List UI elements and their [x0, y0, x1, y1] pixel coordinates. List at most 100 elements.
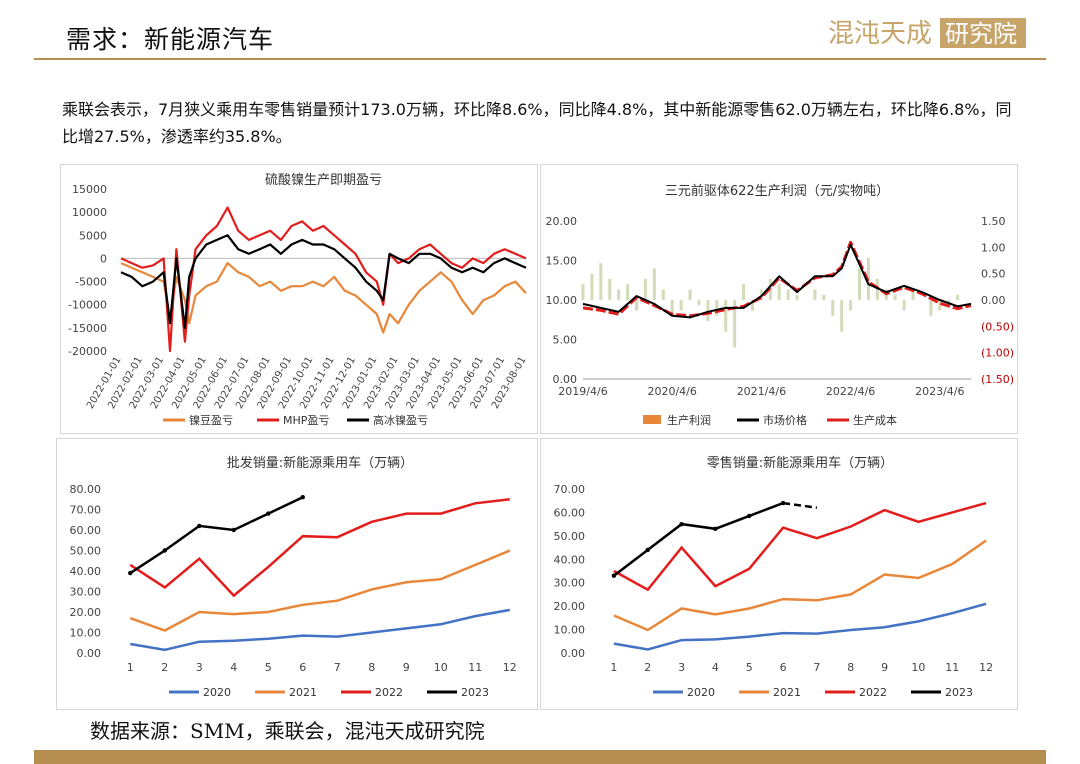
- x-tick-label: 1: [610, 661, 617, 674]
- series-line-3: [613, 501, 784, 577]
- retail-nev-chart: 零售销量:新能源乘用车（万辆） 70.00 6 0.00 50.00 40.00 30.00…: [554, 455, 994, 699]
- profit-bar: [697, 300, 701, 306]
- intro-paragraph: 乘联会表示，7月狭义乘用车零售销量预计173.0万辆，环比降8.6%，同比降4.…: [62, 100, 1012, 146]
- profit-bar: [715, 300, 719, 316]
- x-tick-label: 2022/4/6: [826, 385, 875, 398]
- legend-swatch-0: [643, 415, 661, 424]
- y-tick-label: 0.00: [553, 373, 578, 386]
- profit-bar: [822, 294, 826, 300]
- y-tick-label: 40.00: [70, 565, 102, 578]
- y-tick-label: 5.00: [553, 334, 578, 347]
- x-tick-label: 5: [746, 661, 753, 674]
- legend-label: MHP盈亏: [283, 414, 329, 427]
- y-tick-label: 50.00: [70, 545, 102, 558]
- legend-label: 高冰镍盈亏: [373, 413, 428, 427]
- data-point: [162, 548, 167, 553]
- y-tick-label: 0: [100, 252, 107, 265]
- data-point: [611, 573, 617, 578]
- y2-tick-label: (1.50): [981, 373, 1014, 386]
- nickel-sulfate-chart-panel: 硫酸镍生产即期盈亏 15000 10000 5000 0 -5000 -10000 -1500…: [60, 164, 538, 434]
- legend-label: 2021: [773, 686, 801, 699]
- profit-bar: [670, 300, 674, 316]
- profit-bar: [849, 300, 853, 311]
- y-tick-label: 10.00: [70, 627, 102, 640]
- x-tick-label: 6: [780, 661, 787, 674]
- profit-bar: [786, 289, 790, 300]
- profit-bar: [679, 300, 683, 311]
- x-tick-label: 5: [265, 661, 272, 674]
- profit-bar: [929, 300, 933, 316]
- x-tick-label: 9: [403, 661, 410, 674]
- svg-text:混沌天成: 混沌天成: [828, 19, 932, 49]
- data-point: [128, 570, 133, 576]
- y2-tick-label: 0.00: [981, 294, 1006, 307]
- y-tick-label: 10.00: [554, 624, 586, 637]
- y-tick-label: 70.00: [70, 504, 102, 517]
- y-tick-label: 60.00: [70, 524, 102, 537]
- y-tick-label: -5000: [75, 276, 107, 289]
- footer-bar: [34, 750, 1046, 764]
- profit-bar: [733, 300, 737, 348]
- wholesale-nev-chart-panel: 批发销量:新能源乘用车（万辆） 80.00 70.00 60.00 50.00 40.00…: [56, 438, 538, 710]
- series-line-2: [129, 498, 510, 598]
- y-tick-label: 40.00: [554, 553, 586, 566]
- y-tick-label: 50.00: [554, 530, 586, 543]
- legend-label: 2022: [375, 686, 403, 699]
- legend-label: 2023: [461, 686, 489, 699]
- profit-bar: [724, 300, 728, 332]
- data-point: [231, 527, 236, 533]
- x-tick-label: 8: [368, 661, 375, 674]
- y-tick-label: -10000: [68, 299, 107, 312]
- profit-bar: [617, 289, 621, 300]
- profit-bar: [706, 300, 710, 322]
- y2-tick-label: (0.50): [981, 320, 1014, 333]
- y-tick-label: 0.00: [77, 647, 102, 660]
- y-tick-label: 80.00: [70, 483, 102, 496]
- series-line-0: [130, 608, 511, 652]
- x-tick-label: 3: [678, 661, 685, 674]
- y-tick-label: 5000: [79, 229, 107, 242]
- y2-tick-label: 0.50: [981, 268, 1006, 281]
- nickel-sulfate-chart: 硫酸镍生产即期盈亏 15000 10000 5000 0 -5000 -10000 -1500…: [68, 173, 529, 427]
- legend-label: 2021: [289, 686, 317, 699]
- y-tick-label: 30.00: [70, 586, 102, 599]
- profit-bar: [688, 289, 692, 300]
- legend-label: 镍豆盈亏: [189, 413, 233, 427]
- x-tick-label: 7: [813, 661, 820, 674]
- profit-bar: [652, 268, 656, 300]
- y-tick-label: 10.00: [546, 294, 578, 307]
- x-tick-label: 4: [230, 661, 237, 674]
- header-divider: [34, 58, 1046, 60]
- profit-bar: [643, 278, 647, 300]
- y-tick-label: 0.00: [561, 647, 586, 660]
- x-tick-label: 1: [127, 661, 134, 674]
- x-tick-label: 11: [945, 661, 959, 674]
- profit-bar: [813, 289, 817, 300]
- y-tick-label: 30.00: [554, 577, 586, 590]
- x-tick-label: 10: [911, 661, 925, 674]
- x-tick-label: 2: [644, 661, 651, 674]
- profit-bar: [750, 300, 754, 311]
- profit-bar: [956, 294, 960, 300]
- series-line-3: [129, 496, 304, 575]
- y-tick-label: 70.00: [554, 483, 586, 496]
- x-tick-label: 8: [847, 661, 854, 674]
- y-tick-label: 15.00: [546, 255, 578, 268]
- chart-title: 零售销量:新能源乘用车（万辆）: [707, 455, 893, 471]
- data-point: [266, 511, 271, 516]
- series-line-1: [613, 539, 987, 632]
- profit-bar: [938, 300, 942, 311]
- series-line-1: [120, 206, 527, 353]
- legend-label: 市场价格: [763, 413, 807, 427]
- legend-label: 生产成本: [853, 413, 897, 427]
- data-point: [679, 521, 684, 527]
- x-tick-label: 10: [434, 661, 448, 674]
- x-tick-label: 4: [712, 661, 719, 674]
- series-line-3-dashed: [782, 501, 818, 509]
- profit-bar: [777, 284, 781, 300]
- data-point: [713, 526, 718, 532]
- legend-label: 2023: [945, 686, 973, 699]
- chart-title: 硫酸镍生产即期盈亏: [265, 173, 382, 188]
- profit-bar: [858, 268, 862, 300]
- y2-tick-label: 1.00: [981, 241, 1006, 254]
